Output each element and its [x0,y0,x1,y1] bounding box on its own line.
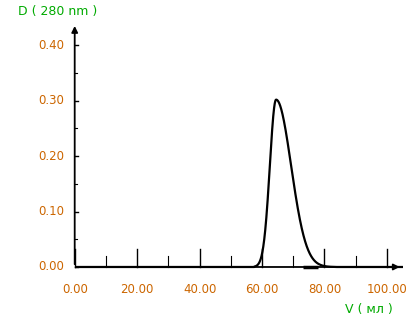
Text: 0.00: 0.00 [62,282,88,296]
Text: 0.00: 0.00 [38,260,64,273]
Text: 0.10: 0.10 [38,205,64,218]
Text: 100.00: 100.00 [366,282,407,296]
Text: 80.00: 80.00 [308,282,341,296]
Text: 0.20: 0.20 [38,150,64,163]
Text: D ( 280 nm ): D ( 280 nm ) [19,5,98,18]
Text: 0.30: 0.30 [38,94,64,107]
Text: 0.40: 0.40 [38,39,64,52]
Text: 60.00: 60.00 [245,282,279,296]
Text: V ( мл ): V ( мл ) [345,303,393,316]
Text: 40.00: 40.00 [183,282,216,296]
Text: 20.00: 20.00 [120,282,154,296]
